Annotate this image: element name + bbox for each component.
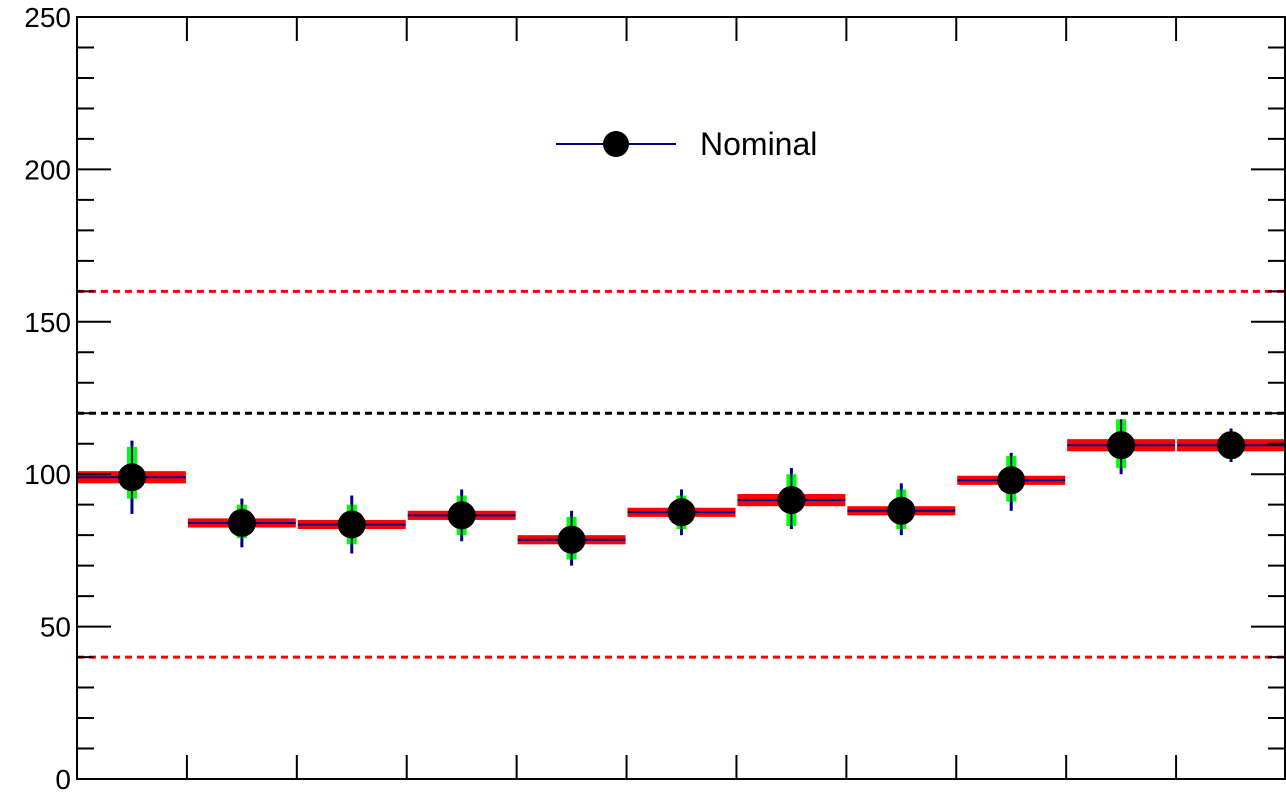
legend-marker-icon	[603, 131, 629, 157]
y-tick-label-250: 250	[24, 2, 71, 33]
y-tick-label-200: 200	[24, 154, 71, 185]
data-point-1	[227, 508, 256, 537]
y-tick-label-0: 0	[55, 764, 71, 793]
data-point-5	[667, 498, 696, 527]
data-point-4	[557, 525, 586, 554]
data-point-10	[1217, 431, 1246, 460]
legend-label: Nominal	[700, 126, 817, 162]
y-tick-label-50: 50	[40, 612, 71, 643]
plot-frame	[76, 16, 1286, 780]
axes: 0 50 100 150 200 250	[24, 2, 1286, 793]
y-tick-label-150: 150	[24, 307, 71, 338]
data-point-2	[337, 510, 366, 539]
data-point-0	[117, 463, 146, 492]
data-point-9	[1107, 431, 1136, 460]
y-tick-label-100: 100	[24, 459, 71, 490]
data-points	[117, 431, 1246, 554]
data-point-3	[447, 501, 476, 530]
data-point-8	[997, 466, 1026, 495]
data-point-6	[777, 486, 806, 515]
data-point-7	[887, 496, 916, 525]
reference-lines	[77, 289, 1286, 659]
legend: Nominal	[556, 126, 817, 162]
